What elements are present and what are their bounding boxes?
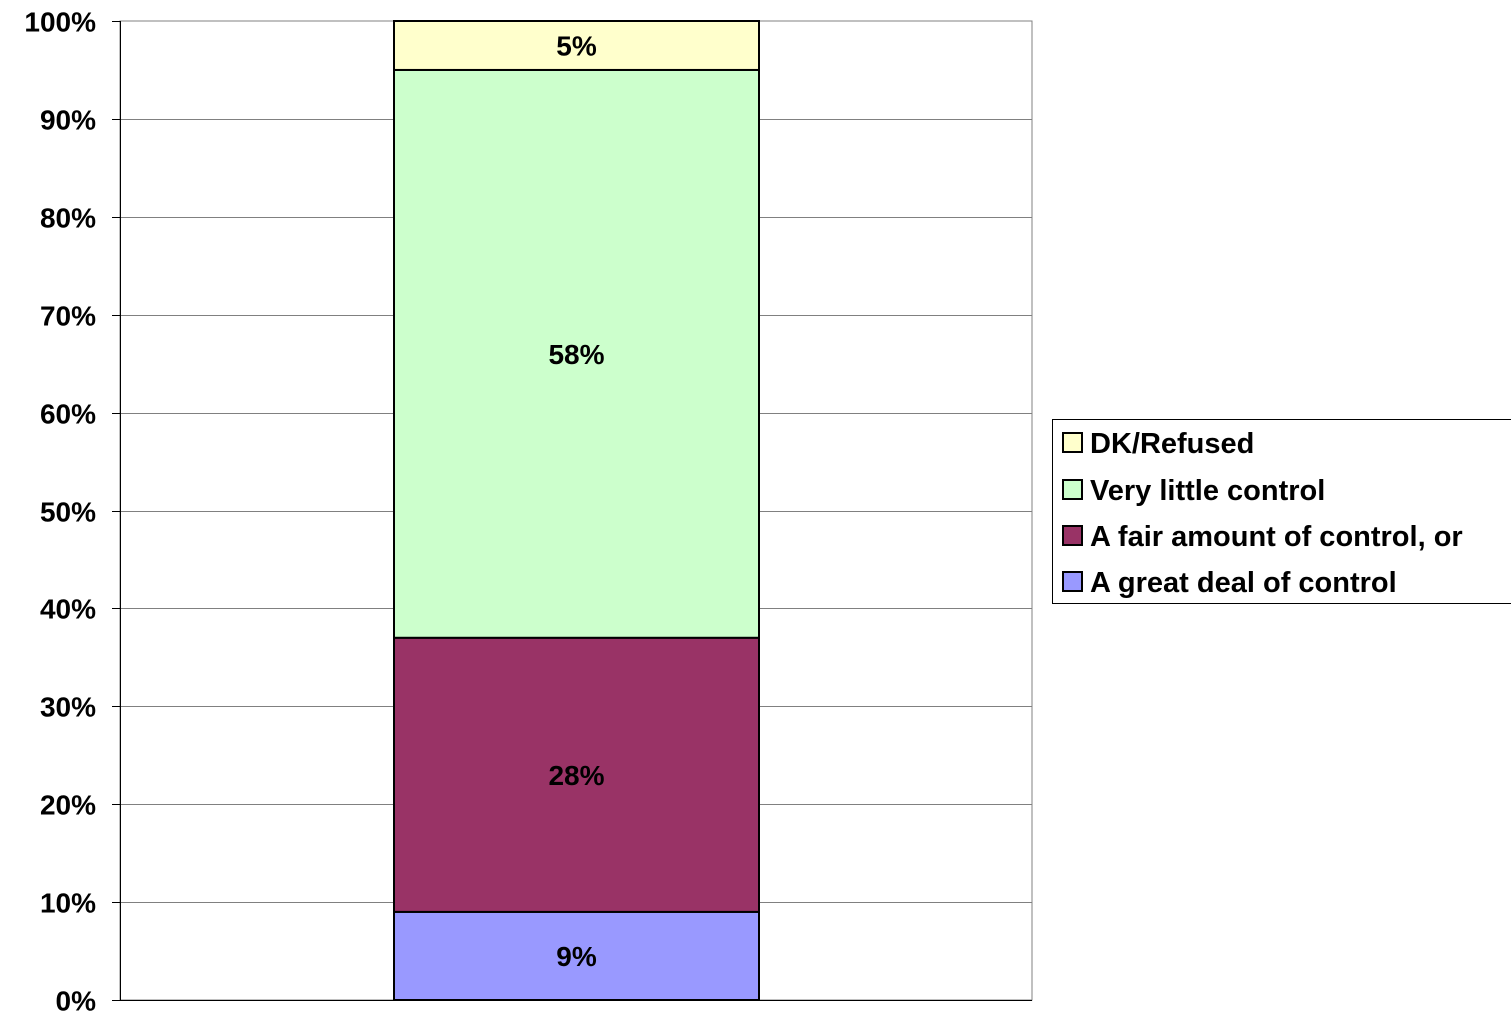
bar-segment bbox=[393, 68, 760, 639]
data-labels: 9% 28% 58% 5% bbox=[548, 30, 604, 971]
bar-stack bbox=[393, 20, 760, 1002]
legend: DK/Refused Very little control A fair amou… bbox=[1052, 419, 1511, 604]
data-label: 58% bbox=[548, 339, 604, 370]
y-tick-label: 20% bbox=[40, 790, 96, 821]
y-tick-label: 40% bbox=[40, 594, 96, 625]
y-tick-label: 90% bbox=[40, 105, 96, 136]
y-tick-label: 10% bbox=[40, 888, 96, 919]
y-axis: 0% 10% 20% 30% 40% 50% 60% 70% 80% 90% 100% bbox=[24, 7, 1032, 1014]
legend-label: Very little control bbox=[1090, 475, 1325, 507]
y-tick-label: 100% bbox=[24, 7, 96, 38]
legend-swatch bbox=[1062, 525, 1083, 546]
bar-segment bbox=[393, 910, 760, 1002]
legend-swatch bbox=[1062, 571, 1083, 592]
y-tick-label: 0% bbox=[56, 986, 97, 1014]
data-label: 28% bbox=[548, 760, 604, 791]
y-tick-label: 50% bbox=[40, 497, 96, 528]
legend-swatch bbox=[1062, 432, 1083, 453]
y-tick-label: 60% bbox=[40, 399, 96, 430]
legend-label: DK/Refused bbox=[1090, 428, 1254, 460]
bar-segment bbox=[393, 636, 760, 913]
legend-label: A fair amount of control, or bbox=[1090, 521, 1463, 553]
y-tick-label: 30% bbox=[40, 692, 96, 723]
y-tick-label: 80% bbox=[40, 203, 96, 234]
data-label: 5% bbox=[556, 30, 597, 61]
legend-swatch bbox=[1062, 479, 1083, 500]
bar-segment bbox=[393, 20, 760, 71]
y-tick-label: 70% bbox=[40, 301, 96, 332]
legend-box bbox=[1052, 419, 1511, 604]
data-label: 9% bbox=[556, 941, 597, 972]
legend-label: A great deal of control bbox=[1090, 567, 1397, 599]
